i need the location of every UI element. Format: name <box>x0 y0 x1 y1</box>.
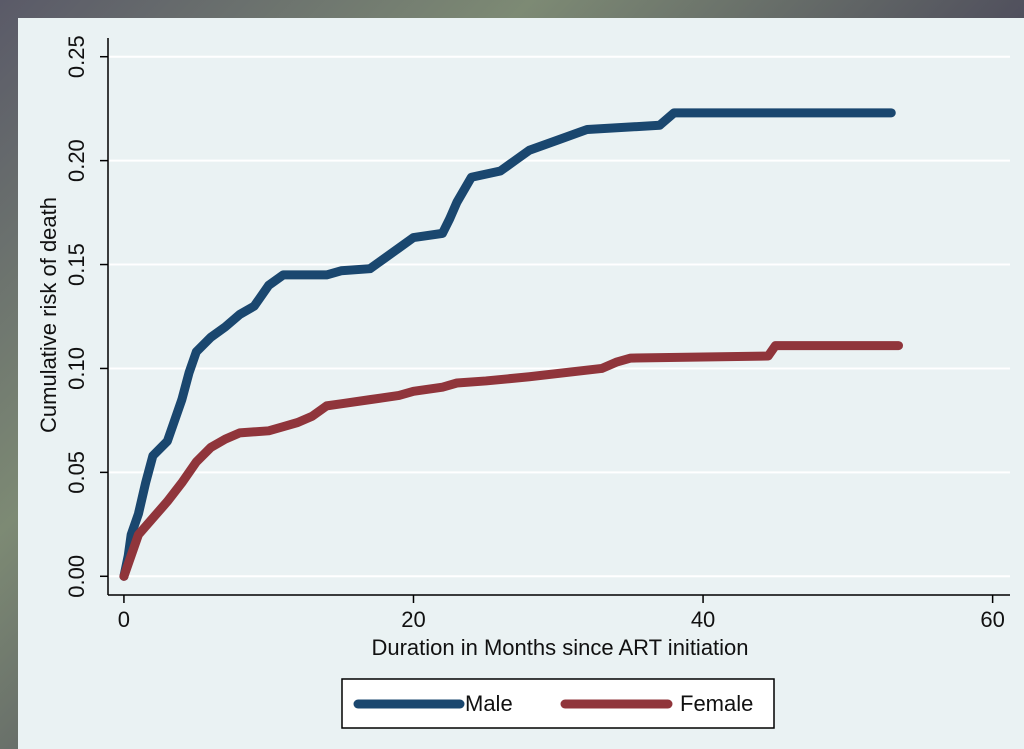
x-axis-title: Duration in Months since ART initiation <box>371 635 748 660</box>
y-tick-label: 0.00 <box>64 555 89 598</box>
y-tick-label: 0.20 <box>64 139 89 182</box>
series-line <box>119 108 896 581</box>
y-tick-label: 0.05 <box>64 451 89 494</box>
y-axis-title: Cumulative risk of death <box>36 197 61 433</box>
y-tick-label: 0.25 <box>64 35 89 78</box>
x-tick-label: 0 <box>118 607 130 632</box>
y-tick-label: 0.15 <box>64 243 89 286</box>
x-tick-label: 60 <box>980 607 1004 632</box>
legend-label: Female <box>680 691 753 716</box>
y-tick-label: 0.10 <box>64 347 89 390</box>
series-line <box>119 341 904 581</box>
x-tick-label: 40 <box>691 607 715 632</box>
legend-label: Male <box>465 691 513 716</box>
x-tick-label: 20 <box>401 607 425 632</box>
